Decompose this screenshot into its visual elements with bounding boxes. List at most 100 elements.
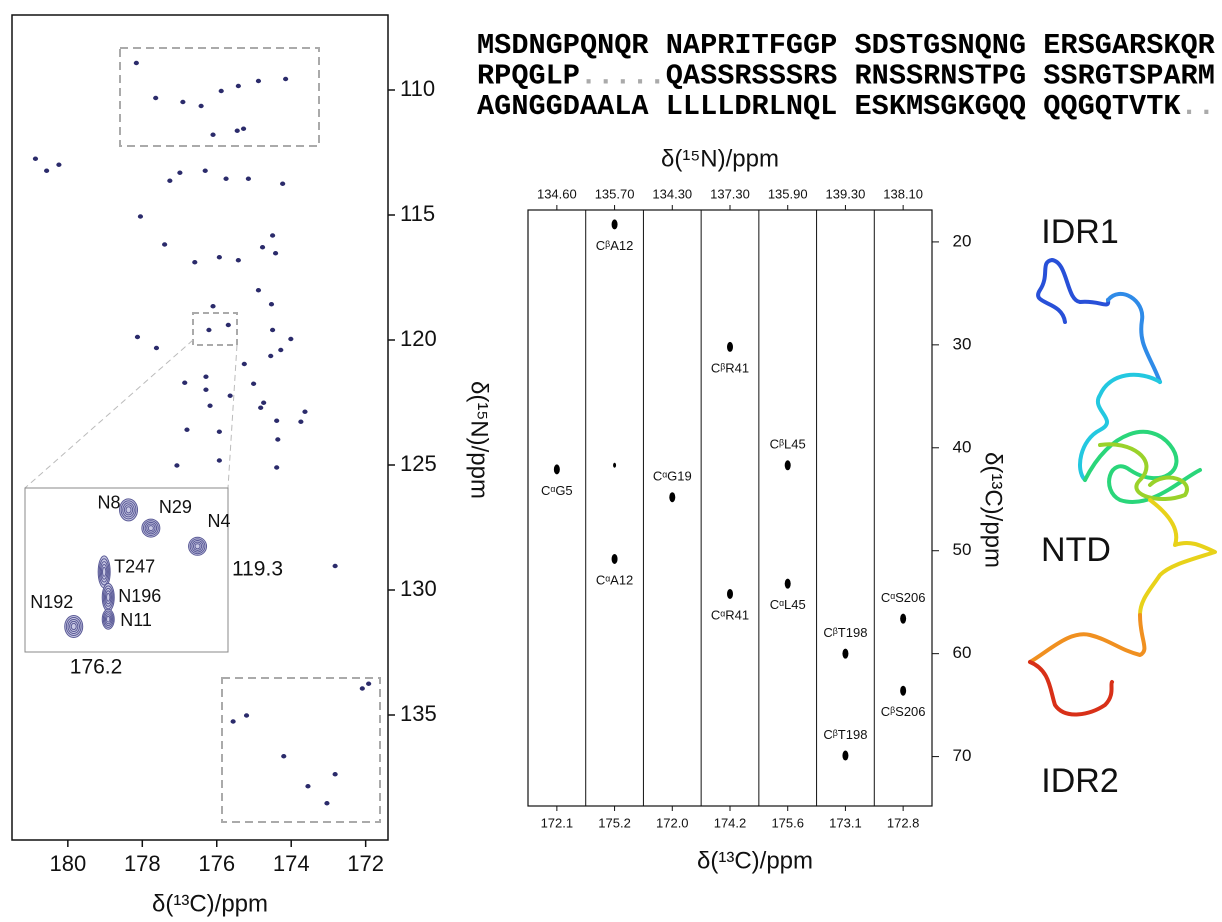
peak [280,181,286,186]
peak-label: CᵝR41 [711,360,749,375]
sequence-segment: MSDNGPQNQR NAPRITFGGP SDSTGSNQNG ERSGARS… [477,29,1216,62]
contour-ring [119,498,139,522]
peak [842,750,849,761]
contour-ring [194,543,201,550]
peak [153,345,160,351]
top-tick-label: 135.90 [768,186,808,201]
x-axis-label: δ(¹³C)/ppm [152,890,268,917]
contour-ring [99,561,109,583]
peak [611,219,618,230]
bottom-tick-label: 172.1 [541,815,574,830]
x-tick-label: 176 [198,851,235,876]
peak [302,409,308,414]
peak [288,336,294,342]
contour-peak [101,582,115,612]
peak [133,60,139,66]
top-tick-label: 135.70 [595,186,635,201]
contour-ring [125,506,132,514]
peak [281,754,287,759]
contour-ring [103,612,113,627]
contour-ring [141,518,161,538]
x-axis-label: δ(¹³C)/ppm [697,847,813,874]
peak [283,76,289,82]
contour-ring [123,504,134,516]
ribbon [1028,660,1114,717]
peak [235,83,241,89]
x-tick-label: 180 [49,851,86,876]
peak [177,170,183,175]
contour-ring [142,520,159,536]
peak-label: CᵝT198 [823,625,867,640]
peak [223,176,229,181]
peak [727,588,733,599]
peak [44,168,50,173]
peak [180,99,186,105]
peak-label: CᵅL45 [770,597,806,612]
ribbon [1028,613,1147,664]
peak [167,178,173,183]
peak [842,648,849,659]
peak [900,613,907,624]
y-axis-label: δ(¹⁵N)/ppm [466,381,493,499]
bottom-tick-label: 173.1 [829,815,862,830]
peak [202,168,208,173]
sequence-segment: QASSRSSSRS RNSSRNSTPG SSRGTSPARM [666,59,1215,92]
peak [174,463,180,468]
peak [255,288,262,293]
peak [268,353,274,359]
peak-label: CᵅA12 [596,572,633,587]
peak [359,686,365,691]
contour-ring [147,525,154,532]
sequence-segment: RPQGLP [477,59,580,92]
x2-axis-label: δ(¹⁵N)/ppm [661,145,779,172]
y-tick-label: 135 [400,701,437,726]
peak [332,772,338,777]
peak [243,713,250,718]
structure-label: IDR2 [1041,762,1118,800]
peak [137,214,144,219]
contour-ring [100,563,108,580]
x-tick-label: 172 [347,851,384,876]
contour-ring [69,620,79,633]
contour-ring [101,566,107,577]
peak [274,418,280,423]
y-tick-label: 70 [953,746,972,765]
peak [727,341,733,352]
peak [245,176,251,181]
peak-label: CᵅG5 [541,483,573,498]
contour-ring [64,614,84,638]
contour-ring [189,538,206,555]
peak [278,347,284,353]
ribbon [1036,258,1111,324]
bottom-tick-label: 172.8 [887,815,920,830]
y-tick-label: 119.3 [232,558,283,581]
peak [613,462,617,468]
peak-label: CᵅR41 [711,607,749,622]
contour-ring [120,500,137,520]
contour-peak [101,608,115,630]
y-tick-label: 130 [400,576,437,601]
sequence-line: AGNGGDAALA LLLLDRLNQL ESKMSGKGQQ QQGQTVT… [477,90,1215,123]
contour-peak [64,614,84,638]
sequence-line: MSDNGPQNQR NAPRITFGGP SDSTGSNQNG ERSGARS… [477,29,1216,62]
peak [234,128,240,133]
y-tick-label: 40 [953,437,972,456]
contour-ring [102,610,114,628]
top-tick-label: 137.30 [710,186,750,201]
peak [611,553,618,564]
protein-structure [1028,258,1217,717]
peak-label: N4 [208,511,231,531]
top-tick-label: 134.60 [537,186,577,201]
contour-peak [97,555,111,589]
peak [227,393,233,398]
peak [225,322,231,328]
x-tick-label: 174 [273,851,310,876]
peak [235,258,241,263]
peak [275,437,281,442]
peak [268,302,275,307]
peak [305,784,311,789]
peak-label: N29 [159,497,192,517]
contour-peak [119,498,139,522]
ribbon [1098,442,1189,502]
